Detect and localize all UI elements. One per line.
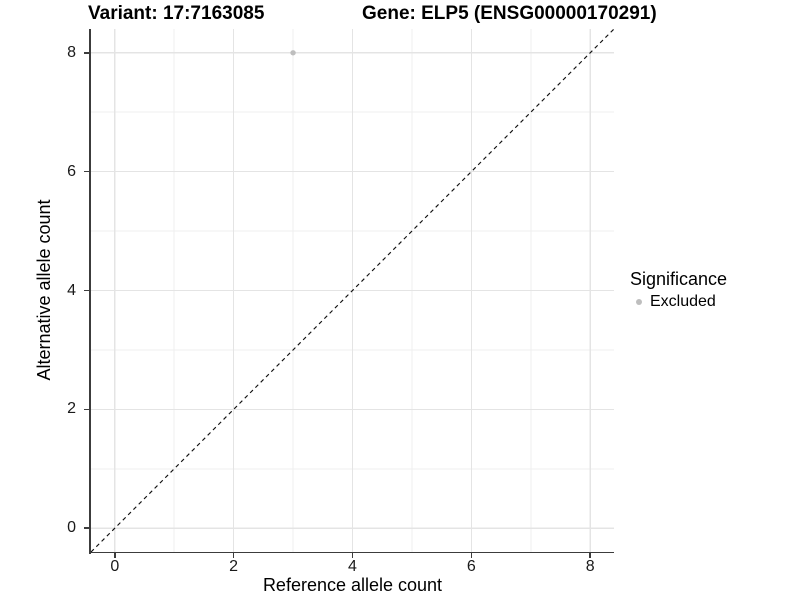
y-tick-label: 6 [67, 162, 76, 180]
y-tick-mark [84, 51, 90, 54]
y-tick-mark [84, 408, 90, 411]
x-axis-title: Reference allele count [262, 575, 443, 595]
x-tick-mark [232, 553, 235, 559]
legend-item-label: Excluded [650, 293, 716, 310]
y-tick-label: 2 [67, 400, 76, 418]
y-tick-mark [84, 170, 90, 173]
x-tick-label: 4 [348, 558, 357, 575]
x-tick-label: 8 [585, 558, 595, 575]
y-tick-mark [84, 289, 90, 292]
plot-panel [90, 28, 615, 553]
x-tick-mark [351, 553, 354, 559]
legend-title: Significance [630, 269, 728, 289]
identity-dashed-line [90, 28, 615, 553]
legend-item-excluded: Excluded [630, 293, 727, 310]
x-axis-line [89, 551, 615, 554]
x-tick-mark [113, 553, 116, 559]
legend: Significance Excluded [630, 269, 728, 311]
y-tick-label: 8 [67, 43, 76, 61]
y-tick-label: 0 [67, 519, 76, 537]
y-tick-mark [84, 527, 90, 530]
legend-point-icon [636, 298, 642, 305]
plot-title-gene: Gene: ELP5 (ENSG00000170291) [362, 3, 657, 24]
data-point-excluded [290, 50, 296, 56]
plot-title-variant: Variant: 17:7163085 [88, 3, 265, 24]
x-tick-label: 2 [229, 558, 239, 575]
x-tick-mark [589, 553, 592, 559]
x-tick-label: 0 [110, 558, 120, 575]
y-tick-label: 4 [67, 281, 76, 299]
x-tick-label: 6 [466, 558, 476, 575]
y-axis-line [89, 29, 91, 554]
x-tick-mark [470, 553, 473, 559]
